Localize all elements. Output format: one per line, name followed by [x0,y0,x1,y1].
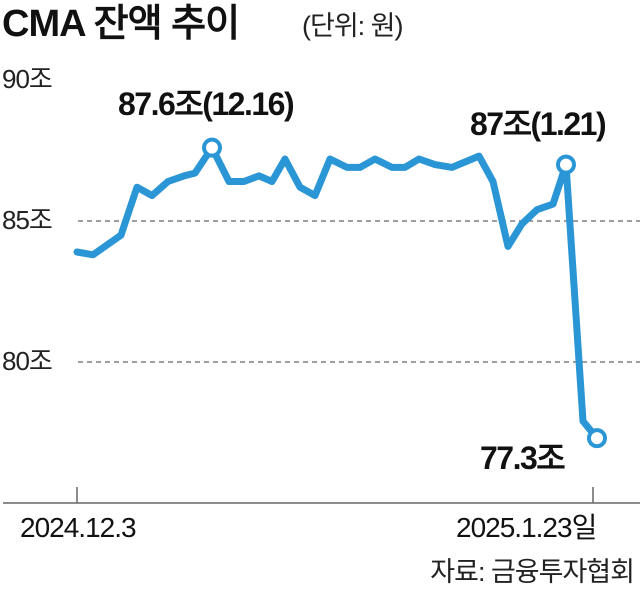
source-credit: 자료: 금융투자협회 [430,557,635,587]
series-line [73,144,601,442]
x-label-end: 2025.1.23일 [456,512,597,543]
x-label-start: 2024.12.3 [20,512,137,543]
marker-peak-0121 [556,154,576,175]
y-tick-90: 90조 [2,64,53,94]
unit-label: (단위: 원) [302,11,404,41]
annotation-peak-0121: 87조(1.21) [470,106,607,142]
annotation-peak-1216: 87.6조(12.16) [118,86,295,122]
marker-last [587,428,607,449]
y-tick-80: 80조 [2,346,53,376]
y-tick-85: 85조 [2,205,53,235]
annotation-last: 77.3조 [480,440,566,476]
marker-peak-1216 [202,137,222,158]
chart-title: CMA 잔액 추이 [2,3,240,45]
